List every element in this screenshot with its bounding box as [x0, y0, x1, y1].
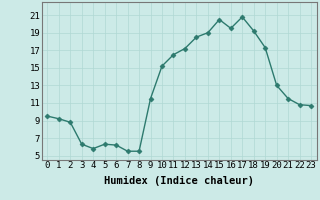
X-axis label: Humidex (Indice chaleur): Humidex (Indice chaleur)	[104, 176, 254, 186]
